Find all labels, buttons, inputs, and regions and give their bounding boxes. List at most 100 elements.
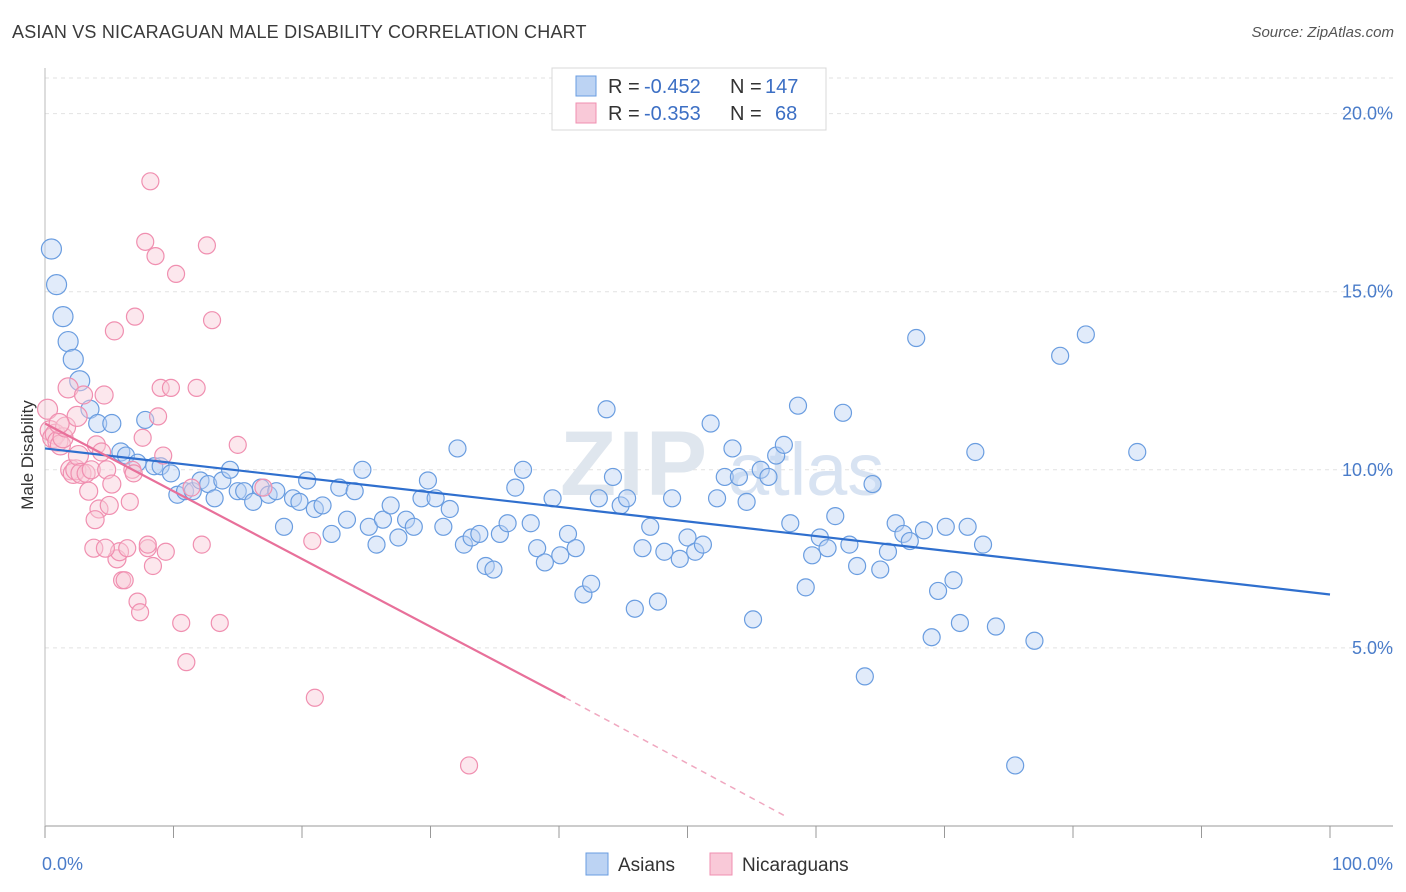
asian-point-120 — [944, 571, 963, 590]
asian-point-30 — [274, 517, 294, 536]
asian-point-43 — [373, 510, 393, 529]
asian-point-84 — [678, 528, 697, 547]
legend-box — [551, 67, 827, 131]
asian-point-107 — [848, 556, 867, 576]
asian-point-77 — [625, 599, 644, 618]
nicaraguan-point-31 — [118, 539, 137, 558]
asian-trend-line — [44, 447, 1331, 596]
nicaraguan-point-14 — [73, 385, 94, 405]
asian-point-69 — [566, 539, 585, 558]
asian-point-108 — [855, 667, 874, 686]
asian-point-35 — [313, 496, 332, 515]
asian-point-8 — [102, 413, 122, 434]
nicaraguan-point-16 — [79, 481, 99, 501]
asian-point-126 — [1006, 756, 1025, 775]
y-axis-label: Male Disability — [18, 400, 37, 510]
nicaraguan-point-65 — [154, 446, 173, 465]
asian-point-121 — [950, 613, 970, 633]
asian-point-63 — [521, 514, 540, 533]
asian-point-103 — [818, 539, 837, 558]
asian-point-104 — [826, 507, 845, 526]
nicaraguan-point-61 — [66, 405, 88, 427]
y-tick-label-5: 5.0% — [1352, 638, 1393, 658]
bottom-legend-swatch-asians — [585, 852, 609, 876]
asian-point-36 — [322, 524, 341, 544]
nicaraguan-point-60 — [459, 756, 479, 775]
nicaraguan-point-35 — [128, 592, 147, 611]
asian-point-99 — [788, 396, 808, 415]
legend-n-nicaraguans: 68 — [775, 103, 797, 125]
asian-point-123 — [966, 442, 985, 462]
nicaraguan-point-38 — [136, 232, 155, 251]
asian-point-62 — [513, 460, 533, 479]
asian-point-24 — [228, 482, 247, 501]
asian-point-87 — [701, 414, 720, 433]
nicaraguan-point-56 — [228, 435, 247, 454]
asian-point-3 — [57, 330, 79, 353]
legend-swatch-nicaraguans — [575, 102, 597, 124]
nicaraguan-point-37 — [133, 428, 152, 447]
series-legend: Asians Nicaraguans — [585, 852, 849, 876]
source-label: Source: ZipAtlas.com — [1251, 24, 1394, 41]
nicaraguan-point-51 — [187, 378, 206, 397]
nicaraguan-point-63 — [85, 510, 105, 530]
bottom-legend-swatch-nicaraguans — [709, 852, 733, 876]
asian-point-15 — [161, 464, 181, 483]
nicaraguan-point-34 — [125, 307, 145, 326]
asian-point-61 — [506, 478, 525, 497]
asian-point-101 — [803, 546, 822, 565]
asian-points — [40, 238, 1147, 775]
legend-n-label-nicaraguans: N = — [730, 103, 762, 125]
nicaraguan-point-53 — [197, 236, 217, 255]
asian-point-38 — [337, 510, 357, 529]
nicaraguan-point-13 — [70, 462, 92, 484]
asian-point-88 — [707, 489, 727, 508]
asian-point-45 — [389, 528, 408, 547]
nicaraguan-point-40 — [141, 172, 160, 191]
nicaraguan-point-30 — [115, 571, 134, 590]
nicaraguan-point-24 — [99, 495, 119, 516]
asian-point-44 — [381, 496, 400, 515]
nicaraguan-point-0 — [36, 398, 59, 420]
asian-point-116 — [914, 521, 934, 540]
nicaraguan-trend-line — [44, 422, 566, 699]
asian-point-83 — [670, 549, 689, 568]
gridlines — [45, 77, 1393, 649]
asian-point-71 — [582, 574, 601, 593]
asian-point-46 — [396, 510, 416, 529]
nicaraguan-point-44 — [151, 378, 170, 397]
bottom-legend-asians: Asians — [618, 855, 675, 876]
asian-point-21 — [205, 489, 224, 508]
nicaraguan-trend-extension — [565, 697, 785, 816]
asian-point-33 — [298, 471, 317, 490]
asian-point-95 — [759, 467, 778, 487]
nicaraguan-point-43 — [148, 407, 168, 426]
nicaraguan-point-48 — [172, 613, 191, 633]
watermark: ZIP — [560, 413, 709, 515]
asian-point-26 — [244, 492, 263, 511]
legend-r-asians: -0.452 — [644, 76, 701, 98]
asian-point-130 — [1128, 442, 1147, 462]
asian-point-122 — [958, 517, 977, 536]
y-tick-label-20: 20.0% — [1342, 104, 1393, 124]
x-tick-label-min: 0.0% — [42, 854, 83, 874]
asian-point-80 — [648, 592, 668, 611]
asian-point-100 — [796, 578, 815, 597]
asian-point-115 — [907, 328, 926, 348]
y-tick-label-10: 10.0% — [1342, 460, 1393, 480]
nicaraguan-point-32 — [120, 492, 139, 511]
asian-point-64 — [528, 539, 547, 558]
asian-point-97 — [774, 435, 793, 454]
nicaraguan-point-52 — [192, 535, 211, 554]
asian-point-93 — [743, 610, 763, 629]
asian-point-124 — [973, 535, 993, 554]
nicaraguan-point-50 — [182, 478, 201, 497]
asian-point-47 — [404, 517, 423, 536]
nicaraguan-point-17 — [81, 460, 101, 480]
asian-point-129 — [1076, 325, 1095, 344]
asian-point-82 — [662, 489, 682, 508]
nicaraguan-point-49 — [177, 653, 196, 672]
asian-point-128 — [1051, 346, 1070, 365]
bottom-legend-nicaraguans: Nicaraguans — [742, 855, 849, 876]
x-ticks — [44, 826, 1331, 838]
